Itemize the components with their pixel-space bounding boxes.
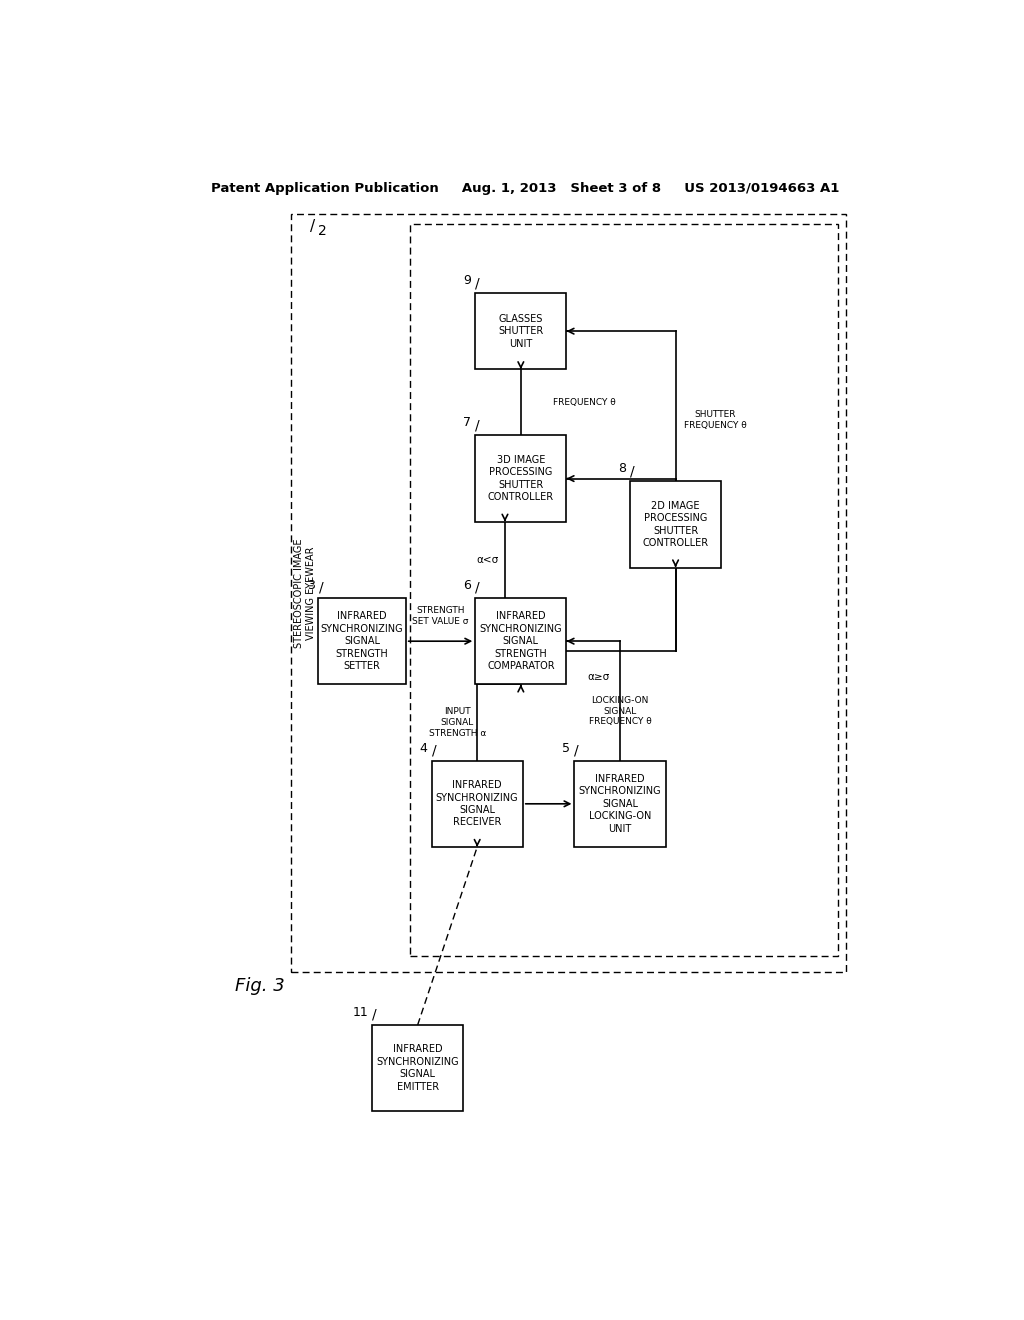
Bar (475, 598, 566, 684)
Text: STEREOSCOPIC IMAGE
VIEWING EYEWEAR: STEREOSCOPIC IMAGE VIEWING EYEWEAR (294, 539, 315, 648)
Text: Patent Application Publication     Aug. 1, 2013   Sheet 3 of 8     US 2013/01946: Patent Application Publication Aug. 1, 2… (211, 182, 839, 195)
Text: 3D IMAGE
PROCESSING
SHUTTER
CONTROLLER: 3D IMAGE PROCESSING SHUTTER CONTROLLER (487, 455, 554, 502)
Text: Fig. 3: Fig. 3 (236, 977, 285, 994)
Text: /: / (318, 581, 324, 595)
Text: 7: 7 (463, 416, 471, 429)
Text: 2D IMAGE
PROCESSING
SHUTTER
CONTROLLER: 2D IMAGE PROCESSING SHUTTER CONTROLLER (642, 500, 709, 548)
Bar (318, 598, 406, 684)
Bar (574, 760, 666, 847)
Text: INFRARED
SYNCHRONIZING
SIGNAL
STRENGTH
SETTER: INFRARED SYNCHRONIZING SIGNAL STRENGTH S… (321, 611, 403, 671)
Text: /: / (475, 581, 480, 595)
Text: /: / (475, 276, 480, 290)
Bar (410, 224, 839, 956)
Text: SHUTTER
FREQUENCY θ: SHUTTER FREQUENCY θ (684, 411, 746, 430)
Bar (475, 293, 566, 370)
Bar (431, 760, 523, 847)
Text: α<σ: α<σ (476, 554, 499, 565)
Text: 5: 5 (562, 742, 570, 755)
Text: INFRARED
SYNCHRONIZING
SIGNAL
LOCKING-ON
UNIT: INFRARED SYNCHRONIZING SIGNAL LOCKING-ON… (579, 774, 662, 834)
Text: /: / (432, 743, 436, 758)
Text: 6: 6 (463, 579, 471, 591)
Bar (630, 480, 721, 568)
Text: /: / (475, 418, 480, 433)
Text: INFRARED
SYNCHRONIZING
SIGNAL
STRENGTH
COMPARATOR: INFRARED SYNCHRONIZING SIGNAL STRENGTH C… (479, 611, 562, 671)
Text: /: / (630, 465, 635, 478)
Text: 4: 4 (420, 742, 428, 755)
Text: INFRARED
SYNCHRONIZING
SIGNAL
RECEIVER: INFRARED SYNCHRONIZING SIGNAL RECEIVER (436, 780, 518, 828)
Text: INFRARED
SYNCHRONIZING
SIGNAL
EMITTER: INFRARED SYNCHRONIZING SIGNAL EMITTER (377, 1044, 459, 1092)
Text: STRENGTH
SET VALUE σ: STRENGTH SET VALUE σ (413, 606, 469, 626)
Bar (372, 1024, 463, 1111)
Text: α≥σ: α≥σ (587, 672, 609, 681)
Text: 2: 2 (318, 224, 328, 239)
Text: 11: 11 (352, 1006, 368, 1019)
Text: /: / (372, 1008, 377, 1022)
Text: FREQUENCY θ: FREQUENCY θ (553, 397, 615, 407)
Text: INPUT
SIGNAL
STRENGTH α: INPUT SIGNAL STRENGTH α (429, 708, 486, 738)
Bar (291, 214, 846, 972)
Text: GLASSES
SHUTTER
UNIT: GLASSES SHUTTER UNIT (499, 314, 544, 348)
Bar (475, 436, 566, 521)
Text: 9: 9 (463, 275, 471, 286)
Text: LOCKING-ON
SIGNAL
FREQUENCY θ: LOCKING-ON SIGNAL FREQUENCY θ (589, 696, 651, 726)
Text: 8: 8 (617, 462, 626, 475)
Text: /: / (574, 743, 580, 758)
Text: 3: 3 (306, 579, 314, 591)
Text: /: / (310, 219, 315, 235)
